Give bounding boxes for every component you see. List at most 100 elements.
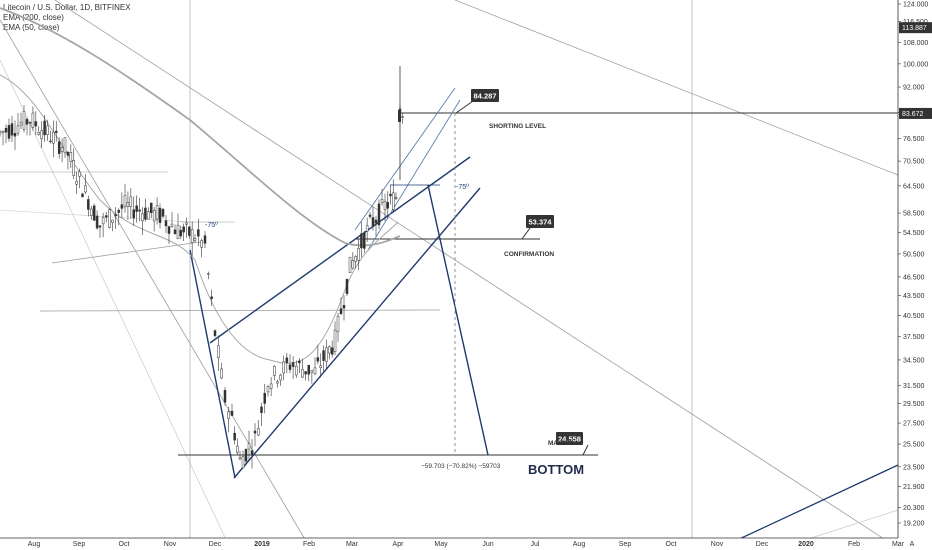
candle-body	[57, 141, 61, 154]
candle-body	[368, 214, 372, 217]
candle-body	[152, 210, 156, 222]
candle-body	[322, 350, 325, 361]
x-tick-label: Feb	[303, 541, 315, 548]
candle-body	[357, 248, 360, 261]
y-tick-label: 37.500	[903, 334, 925, 341]
x-tick-label: Sep	[619, 541, 632, 548]
candle-body	[260, 406, 263, 413]
candle-body	[279, 374, 282, 381]
candle-body	[291, 362, 295, 367]
candle-body	[108, 209, 111, 228]
angle-label-1: -75º	[205, 222, 218, 229]
candle-body	[348, 256, 352, 273]
candle-body	[95, 215, 99, 229]
y-tick-label: 31.500	[903, 383, 925, 390]
max-tp-label: MAX TP	[548, 440, 573, 447]
candle-body	[10, 123, 14, 136]
y-tick-label: 19.200	[903, 521, 925, 528]
candle-body	[46, 125, 49, 135]
candle-body	[158, 207, 162, 223]
candle-body	[43, 120, 46, 136]
y-tick-label: 64.500	[903, 183, 925, 190]
shorting-level-label: SHORTING LEVEL	[489, 123, 546, 130]
candle-body	[257, 428, 260, 436]
x-tick-label: Nov	[711, 541, 724, 548]
candle-body	[363, 232, 366, 249]
x-tick-label: May	[434, 541, 448, 548]
candle-body	[273, 366, 276, 376]
y-tick-label: 70.500	[903, 159, 925, 166]
y-tick-label: 40.500	[903, 313, 925, 320]
x-tick-label: 2020	[798, 541, 814, 548]
candle-body	[236, 445, 239, 453]
max-tp-pointer	[582, 444, 589, 456]
measure-label: −59.703 (−70.82%) −59703	[421, 463, 501, 470]
candle-body	[210, 296, 213, 299]
y-tick-label: 50.500	[903, 251, 925, 258]
candle-body	[339, 308, 343, 315]
candle-body	[84, 185, 87, 193]
shorting-level-value-text: 84.287	[474, 92, 497, 101]
candle-body	[185, 222, 188, 225]
candle-body	[90, 208, 93, 216]
x-tick-label: Aug	[573, 541, 586, 548]
y-tick-label: 100.000	[903, 61, 928, 68]
candle-body	[282, 361, 285, 374]
candle-body	[87, 199, 90, 210]
candle-body	[117, 209, 120, 213]
x-tick-label: Oct	[666, 541, 677, 548]
candle-body	[285, 357, 289, 363]
auto-scale-button[interactable]: A	[910, 541, 915, 548]
x-tick-label: Feb	[848, 541, 860, 548]
candle-body	[78, 171, 81, 177]
candle-body	[342, 305, 346, 309]
candle-body	[66, 151, 70, 156]
y-tick-label: 23.500	[903, 464, 925, 471]
candle-body	[330, 347, 334, 355]
candle-body	[247, 443, 251, 450]
candle-body	[269, 383, 273, 389]
y-tick-label: 29.500	[903, 401, 925, 408]
candle-body	[81, 193, 84, 198]
trend-line	[0, 59, 231, 549]
candle-body	[49, 140, 52, 143]
candle-body	[141, 213, 144, 222]
candle-body	[394, 197, 398, 199]
candle-body	[244, 449, 248, 462]
candle-body	[197, 229, 200, 237]
trend-line	[354, 87, 456, 231]
price-label: 83.672	[902, 111, 924, 118]
candle-body	[398, 110, 401, 122]
x-tick-label: Nov	[164, 541, 177, 548]
candle-body	[371, 217, 375, 227]
y-tick-label: 92.000	[903, 85, 925, 92]
candle-body	[386, 202, 389, 209]
y-tick-label: 43.500	[903, 293, 925, 300]
x-tick-label: Dec	[756, 541, 769, 548]
candle-body	[380, 198, 384, 203]
ema200-line	[0, 7, 401, 247]
candle-body	[217, 345, 220, 358]
x-tick-label: Jul	[531, 541, 540, 548]
candle-body	[92, 205, 96, 221]
candle-body	[34, 121, 38, 127]
candle-body	[200, 240, 203, 248]
candle-body	[298, 360, 301, 364]
candle-body	[333, 329, 337, 353]
candle-body	[213, 330, 217, 336]
candle-body	[129, 196, 133, 207]
y-axis-bg	[898, 0, 932, 550]
candle-body	[120, 204, 124, 209]
confirmation-pointer	[521, 227, 531, 240]
candle-body	[223, 390, 227, 403]
candle-body	[336, 315, 340, 333]
trend-line	[454, 0, 899, 176]
trend-line	[51, 241, 201, 264]
y-tick-label: 54.500	[903, 230, 925, 237]
candle-body	[325, 347, 328, 362]
candle-body	[7, 125, 11, 139]
candle-body	[63, 137, 67, 154]
candle-body	[304, 371, 307, 375]
candle-body	[114, 214, 117, 217]
